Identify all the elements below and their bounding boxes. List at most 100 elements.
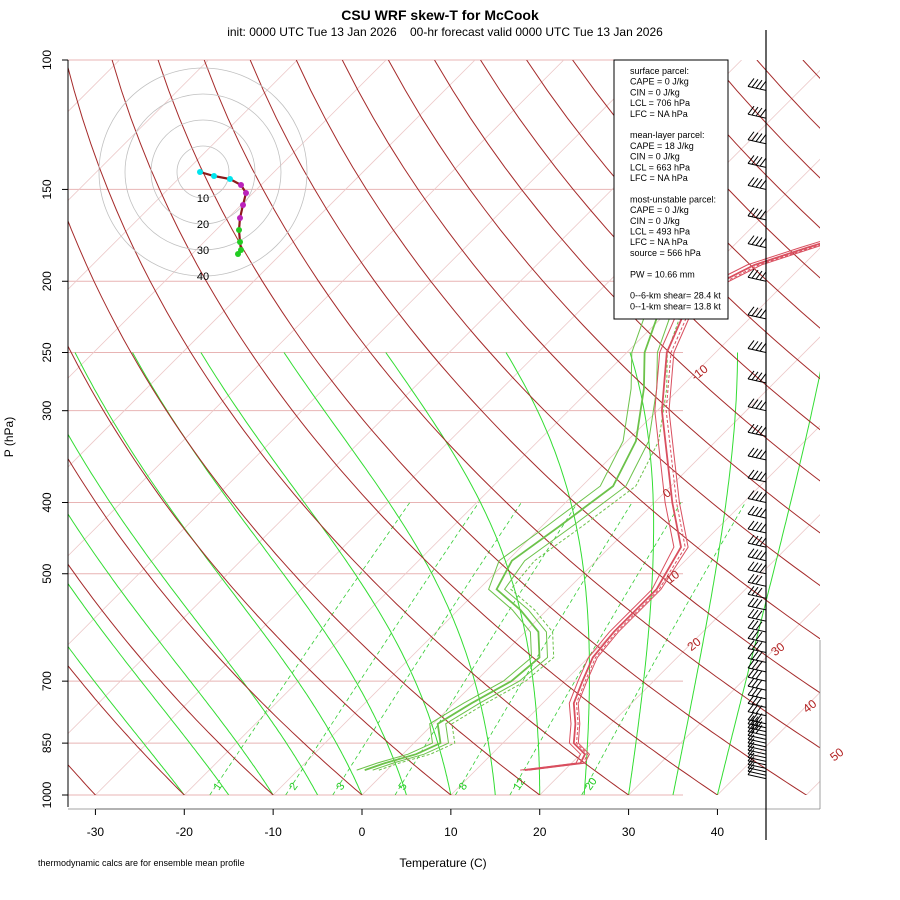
isotherm-line (68, 60, 476, 468)
y-tick-label: 500 (40, 563, 54, 583)
stats-line: source = 566 hPa (630, 248, 701, 258)
mixing-ratio-lines: 1 2 3 5 8 12 20 (209, 502, 746, 795)
wind-barb (747, 340, 767, 353)
stats-line: LCL = 663 hPa (630, 162, 690, 172)
wind-barb (747, 306, 767, 320)
dry-adiabat-line (387, 60, 820, 534)
chart-title: CSU WRF skew-T for McCook (341, 7, 539, 23)
dry-adiabat-line (68, 664, 186, 795)
x-tick-label: -20 (176, 825, 194, 839)
dewpoint-profile-line (364, 280, 681, 771)
moist-adiabat-line (385, 352, 541, 795)
wind-barb (747, 659, 767, 673)
wind-barb (747, 423, 767, 437)
isotherm-line (450, 425, 820, 795)
hodograph-point (211, 173, 217, 179)
sounding-profiles (356, 240, 820, 771)
wind-barb (747, 398, 767, 412)
hodograph-point (237, 239, 243, 245)
moist-adiabat-line (283, 352, 496, 795)
wind-barb (747, 78, 767, 91)
stats-line: CIN = 0 J/kg (630, 216, 680, 226)
mixing-ratio-line (581, 502, 746, 795)
wind-barb (747, 370, 767, 384)
moist-adiabat-line (672, 352, 738, 795)
mixing-ratio-label: 2 (287, 781, 300, 793)
x-tick-label: 10 (444, 825, 458, 839)
dry-adiabat-line (480, 60, 820, 431)
moist-adiabat-line (68, 645, 185, 795)
wind-barb (747, 608, 767, 622)
dry-adiabat-line (802, 60, 820, 80)
dry-adiabat-line (111, 60, 719, 795)
wind-barb (747, 650, 767, 663)
dry-adiabat-line (756, 60, 820, 129)
mixing-ratio-line (209, 502, 411, 795)
hodograph-point (243, 190, 249, 196)
wind-barb (747, 695, 767, 708)
y-tick-label: 150 (40, 179, 54, 199)
dry-adiabat-line (341, 60, 820, 587)
wind-barb (747, 703, 767, 717)
y-axis-label: P (hPa) (2, 417, 16, 457)
hodograph-ring-label: 20 (197, 219, 209, 231)
hodograph-ring (150, 119, 256, 225)
stats-line: LCL = 493 hPa (630, 227, 690, 237)
mixing-ratio-label: 12 (511, 776, 528, 793)
y-tick-label: 250 (40, 342, 54, 362)
x-tick-label: 20 (533, 825, 547, 839)
x-axis-label: Temperature (C) (399, 856, 486, 870)
stats-line: LFC = NA hPa (630, 173, 688, 183)
wind-barb (747, 561, 767, 575)
hodograph-point (227, 176, 233, 182)
hodograph-point (236, 227, 242, 233)
dry-adiabat-line (68, 219, 541, 795)
isotherm-line (68, 60, 565, 557)
isotherm-label: 30 (768, 639, 787, 658)
wind-barb (747, 640, 767, 654)
mixing-ratio-line (285, 502, 480, 795)
y-tick-label: 1000 (40, 781, 54, 808)
wind-barb (747, 597, 767, 611)
wind-barb (747, 573, 767, 587)
temperature-profile-line (520, 240, 820, 771)
wind-barb (747, 534, 767, 548)
hodograph-ring (124, 93, 282, 251)
temperature-profile-line (529, 245, 820, 771)
hodograph-ring-label: 30 (197, 245, 209, 257)
x-tick-label: 30 (622, 825, 636, 839)
y-tick-label: 100 (40, 50, 54, 70)
stats-line: surface parcel: (630, 66, 689, 76)
isotherm-label: 40 (800, 696, 819, 715)
moist-adiabat-line (132, 352, 407, 795)
x-tick-label: 0 (359, 825, 366, 839)
dry-adiabats (68, 60, 820, 795)
dry-adiabat-line (710, 60, 820, 179)
stats-line: CAPE = 0 J/kg (630, 205, 689, 215)
dry-adiabat-line (526, 60, 820, 380)
mixing-ratio-label: 3 (334, 781, 347, 793)
y-tick-label: 200 (40, 271, 54, 291)
y-tick-label: 850 (40, 733, 54, 753)
dry-adiabat-line (68, 345, 452, 795)
y-tick-label: 300 (40, 400, 54, 420)
moist-adiabat-line (74, 352, 363, 795)
isotherm-line (68, 60, 653, 646)
wind-barb (747, 586, 767, 599)
mixing-ratio-line (509, 502, 682, 795)
hodograph-point (237, 215, 243, 221)
isotherm-line (272, 247, 820, 795)
wind-barb (747, 715, 767, 729)
hodograph-ring (98, 67, 308, 277)
stats-line: most-unstable parcel: (630, 194, 716, 204)
moist-adiabat-line (200, 352, 452, 795)
dry-adiabat-line (249, 60, 820, 694)
wind-barb (747, 207, 767, 221)
hodograph-ring-label: 10 (197, 193, 209, 205)
temperature-profile-line (524, 242, 820, 771)
wind-barb (747, 235, 767, 249)
stats-line: CAPE = 0 J/kg (630, 77, 689, 87)
dewpoint-profile-line (378, 280, 704, 771)
wind-barb (747, 619, 767, 633)
